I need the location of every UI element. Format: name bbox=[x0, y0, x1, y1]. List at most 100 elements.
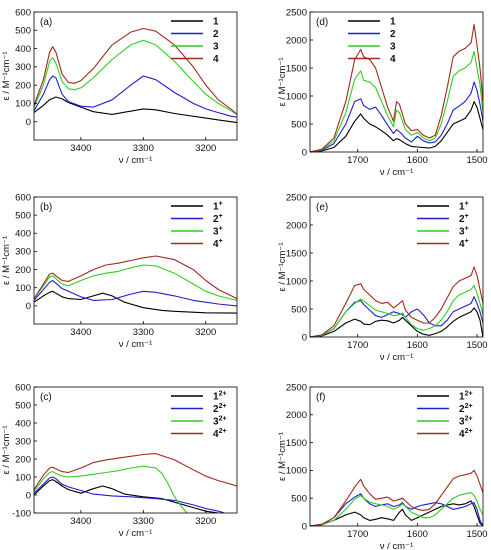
y-tick-label: 2000 bbox=[286, 410, 307, 421]
y-tick-label: 200 bbox=[15, 265, 31, 276]
x-axis-label: ν / cm⁻¹ bbox=[119, 155, 153, 166]
legend-entry: 4 bbox=[390, 54, 396, 65]
y-tick-label: 500 bbox=[15, 210, 31, 221]
y-tick-label: 1500 bbox=[286, 63, 307, 74]
plot-frame bbox=[33, 386, 238, 514]
legend-entry: 22+ bbox=[213, 403, 227, 415]
legend-entry-name: 1 bbox=[390, 17, 396, 28]
legend-entry: 42+ bbox=[213, 428, 227, 440]
series-group bbox=[34, 255, 237, 314]
legend-entry: 32+ bbox=[459, 416, 473, 428]
legend-entry-charge: + bbox=[219, 201, 223, 208]
y-tick-label: 0 bbox=[26, 117, 31, 128]
x-tick-label: 1700 bbox=[347, 340, 368, 351]
x-tick-label: 3200 bbox=[195, 516, 216, 527]
legend-entry: 12+ bbox=[213, 391, 227, 403]
panel-tag: (d) bbox=[316, 17, 328, 28]
panel-tag: (e) bbox=[316, 202, 328, 213]
x-tick-label: 3300 bbox=[133, 327, 154, 338]
plot-frame bbox=[309, 386, 484, 527]
plot-frame bbox=[309, 196, 484, 338]
legend-entry: 22+ bbox=[459, 403, 473, 415]
legend-entry-name: 4 bbox=[213, 429, 219, 440]
legend-entry-charge: 2+ bbox=[219, 403, 227, 410]
y-tick-label: 0 bbox=[302, 332, 307, 343]
y-tick-label: 1000 bbox=[286, 466, 307, 477]
y-tick-label: 500 bbox=[15, 26, 31, 37]
legend-entry: 1+ bbox=[459, 201, 469, 213]
series-line-3 bbox=[310, 50, 483, 152]
legend-entry: 2+ bbox=[213, 213, 223, 225]
y-tick-label: 200 bbox=[15, 454, 31, 465]
y-tick-label: 0 bbox=[26, 490, 31, 501]
x-tick-label: 3300 bbox=[133, 516, 154, 527]
legend: 1+2+3+4+ bbox=[417, 201, 469, 250]
series-line-2-plus bbox=[310, 296, 483, 337]
legend-entry: 3 bbox=[213, 42, 219, 53]
legend-entry-name: 2 bbox=[213, 214, 219, 225]
legend-entry-charge: + bbox=[219, 238, 223, 245]
legend-entry-charge: + bbox=[465, 201, 469, 208]
y-tick-label: 1000 bbox=[286, 276, 307, 287]
legend-entry-name: 1 bbox=[459, 202, 465, 213]
legend-entry-name: 2 bbox=[459, 214, 465, 225]
series-line-2 bbox=[34, 75, 237, 118]
legend: 12+22+32+42+ bbox=[171, 391, 227, 440]
series-line-4-plus bbox=[310, 266, 483, 337]
legend-entry: 4+ bbox=[459, 238, 469, 250]
y-tick-label: 300 bbox=[15, 62, 31, 73]
series-group bbox=[34, 453, 237, 513]
legend: 12+22+32+42+ bbox=[417, 391, 473, 440]
series-line-1-2plus bbox=[310, 500, 483, 526]
y-tick-label: 0 bbox=[26, 301, 31, 312]
y-axis-label: ε / M⁻¹cm⁻¹ bbox=[1, 51, 12, 100]
series-line-3-plus bbox=[34, 264, 237, 301]
legend-entry-charge: 2+ bbox=[219, 391, 227, 398]
series-line-2 bbox=[310, 81, 483, 152]
legend: 12 34 bbox=[171, 17, 219, 65]
legend-entry: 2 bbox=[213, 29, 219, 40]
legend-entry-name: 4 bbox=[459, 429, 465, 440]
x-tick-label: 1600 bbox=[407, 529, 428, 540]
y-tick-label: 100 bbox=[15, 283, 31, 294]
legend-entry-name: 2 bbox=[390, 29, 396, 40]
x-tick-label: 1600 bbox=[407, 155, 428, 166]
legend-entry-name: 3 bbox=[213, 42, 219, 53]
y-tick-label: 600 bbox=[15, 7, 31, 18]
x-axis-label: ν / cm⁻¹ bbox=[380, 352, 414, 363]
legend-entry-charge: + bbox=[465, 213, 469, 220]
series-group bbox=[310, 23, 483, 152]
y-tick-label: 1000 bbox=[286, 91, 307, 102]
x-tick-label: 1700 bbox=[347, 155, 368, 166]
plot-frame bbox=[33, 11, 238, 141]
legend-entry-name: 1 bbox=[213, 392, 219, 403]
panel-tag: (f) bbox=[316, 392, 325, 403]
legend-entry: 1 bbox=[390, 17, 396, 28]
panel-b: 0 100 200 300 400 500 600 3400 3300 3200 ν / cm⁻¹ ε… bbox=[1, 192, 238, 350]
y-tick-label: 2500 bbox=[286, 7, 307, 18]
y-tick-label: 400 bbox=[15, 229, 31, 240]
legend-entry-name: 4 bbox=[390, 54, 396, 65]
x-tick-label: 1500 bbox=[466, 155, 487, 166]
y-tick-label: 2000 bbox=[286, 35, 307, 46]
legend-entry-name: 2 bbox=[213, 404, 219, 415]
legend-entry-charge: + bbox=[465, 238, 469, 245]
y-tick-label: 1500 bbox=[286, 248, 307, 259]
panel-tag: (b) bbox=[40, 202, 52, 213]
legend-entry-charge: 2+ bbox=[465, 428, 473, 435]
series-line-3-2plus bbox=[310, 492, 483, 526]
x-tick-label: 1500 bbox=[466, 340, 487, 351]
x-axis-label: ν / cm⁻¹ bbox=[119, 339, 153, 350]
x-tick-label: 3200 bbox=[195, 327, 216, 338]
y-tick-label: 500 bbox=[291, 119, 307, 130]
legend-entry: 2 bbox=[390, 29, 396, 40]
legend-entry-charge: 2+ bbox=[465, 391, 473, 398]
y-tick-label: 500 bbox=[291, 304, 307, 315]
legend-entry-name: 3 bbox=[213, 227, 219, 238]
x-tick-label: 3400 bbox=[70, 516, 91, 527]
y-tick-label: 600 bbox=[15, 382, 31, 393]
legend-entry-charge: 2+ bbox=[219, 428, 227, 435]
x-tick-label: 3200 bbox=[195, 143, 216, 154]
panel-tag: (c) bbox=[40, 392, 52, 403]
legend-entry-name: 2 bbox=[213, 29, 219, 40]
